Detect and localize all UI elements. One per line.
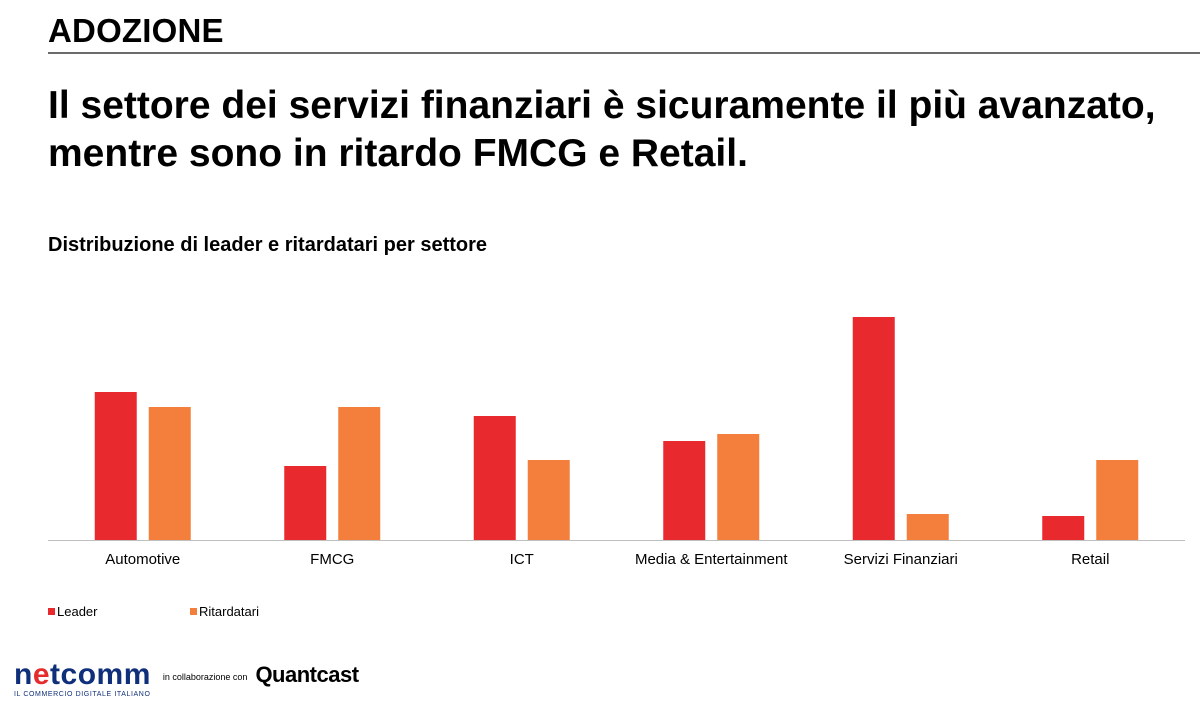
bar-leader-2	[473, 416, 516, 540]
logo-tagline: IL COMMERCIO DIGITALE ITALIANO	[14, 691, 151, 698]
legend-swatch-ritardatari	[190, 608, 197, 615]
logo-text-start: n	[14, 658, 33, 691]
x-tick-label-1: FMCG	[310, 551, 354, 568]
bar-leader-1	[284, 466, 327, 540]
x-tick-label-3: Media & Entertainment	[635, 551, 788, 568]
legend-label-ritardatari: Ritardatari	[199, 604, 259, 619]
bar-ritardatari-3	[717, 434, 760, 540]
page-headline: Il settore dei servizi finanziari è sicu…	[48, 84, 1156, 175]
x-tick-label-0: Automotive	[105, 551, 180, 568]
bar-leader-3	[663, 441, 706, 540]
bar-ritardatari-2	[527, 460, 570, 540]
netcomm-logo: netcomm IL COMMERCIO DIGITALE ITALIANO	[14, 658, 151, 699]
section-title: ADOZIONE	[48, 12, 224, 49]
title-divider	[48, 52, 1200, 54]
legend-label-leader: Leader	[57, 604, 98, 619]
footer: netcomm IL COMMERCIO DIGITALE ITALIANO i…	[14, 658, 359, 699]
x-tick-label-4: Servizi Finanziari	[844, 551, 958, 568]
chart-title: Distribuzione di leader e ritardatari pe…	[48, 234, 488, 256]
bar-ritardatari-0	[148, 407, 191, 540]
bar-leader-4	[852, 317, 895, 540]
legend-item-leader: Leader	[48, 604, 97, 619]
legend-item-ritardatari: Ritardatari	[190, 604, 259, 619]
logo-text-accent: e	[32, 658, 51, 691]
legend-swatch-leader	[48, 608, 55, 615]
bar-ritardatari-5	[1096, 460, 1139, 540]
bar-ritardatari-4	[906, 514, 949, 540]
quantcast-logo: Quantcast	[255, 662, 359, 687]
bar-leader-5	[1042, 516, 1085, 540]
x-tick-label-2: ICT	[510, 551, 534, 568]
bar-leader-0	[94, 392, 137, 540]
bar-chart: Automotive FMCG ICT Media & Entertainment Se…	[48, 317, 1185, 568]
bar-ritardatari-1	[338, 407, 381, 540]
collaboration-text: in collaborazione con	[162, 672, 248, 682]
x-tick-label-5: Retail	[1071, 551, 1109, 568]
logo-text-end: tcomm	[50, 658, 151, 691]
